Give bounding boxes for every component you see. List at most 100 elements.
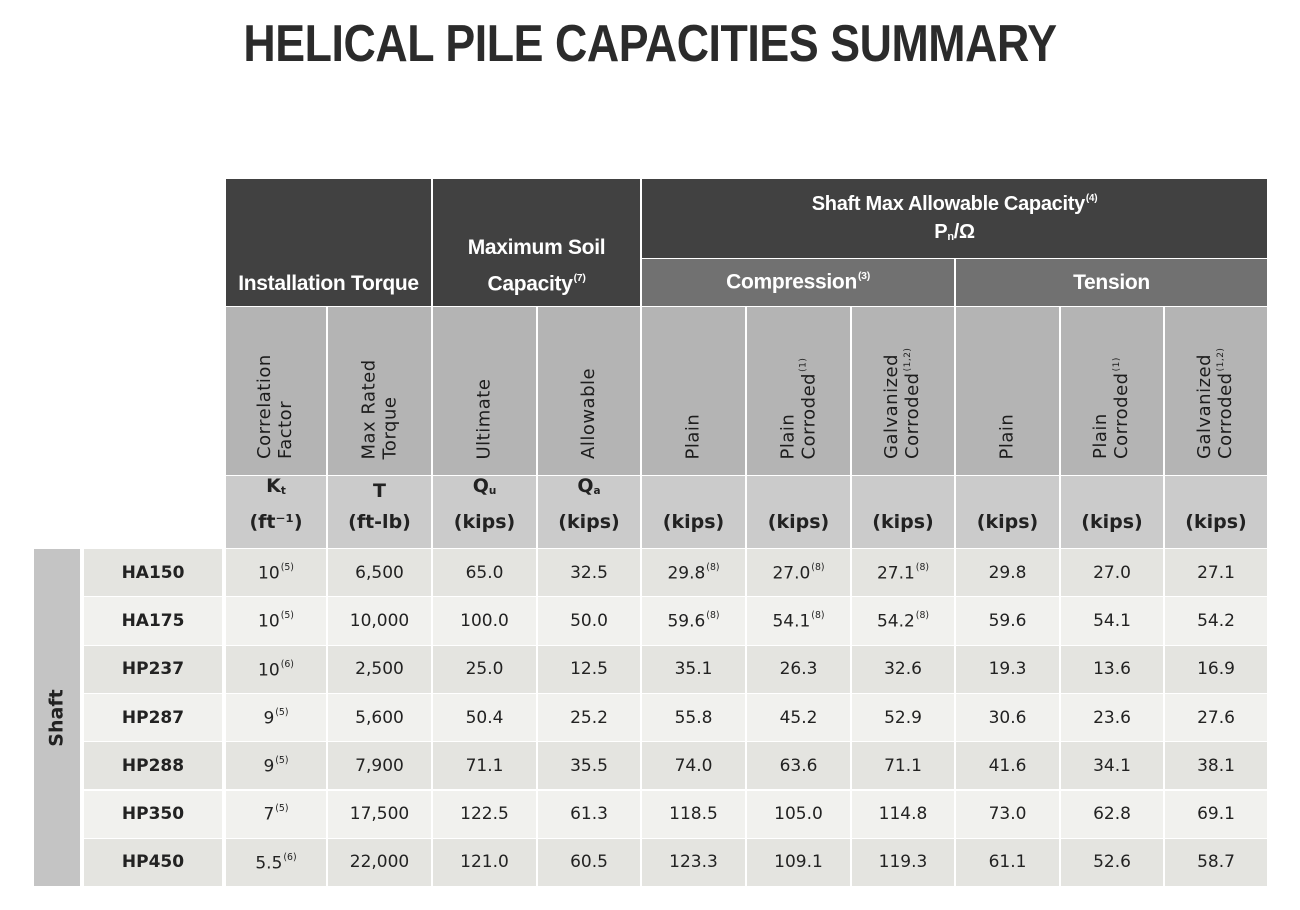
data-cell: 45.2 bbox=[747, 693, 850, 742]
column-symbol-sub: a bbox=[593, 485, 601, 497]
unit-cell: T (ft-lb) bbox=[328, 476, 431, 548]
cell-value-text: 27.0 bbox=[772, 563, 811, 584]
cell-value: 59.6 bbox=[988, 610, 1027, 631]
column-symbol-text: K bbox=[266, 474, 281, 497]
group-header-formula-rest: /Ω bbox=[953, 221, 975, 244]
data-cell: 50.4 bbox=[433, 693, 536, 742]
cell-value: 54.2(8) bbox=[877, 610, 929, 631]
column-header-text: Correlation bbox=[254, 354, 276, 459]
row-label: HP287 bbox=[121, 707, 185, 728]
data-cell: 25.2 bbox=[538, 693, 640, 742]
column-unit: (kips) bbox=[872, 511, 934, 533]
column-header-cell: Plain bbox=[956, 307, 1059, 475]
column-header-text-text: Corroded bbox=[1215, 372, 1237, 459]
column-header-text-sup: (1,2) bbox=[1215, 347, 1226, 372]
cell-value: 105.0 bbox=[774, 804, 823, 825]
column-header-text: Plain bbox=[996, 413, 1018, 459]
data-cell: 123.3 bbox=[642, 838, 745, 887]
data-cell: 61.3 bbox=[538, 790, 640, 838]
column-header: Galvanized Corroded(1,2) bbox=[1165, 307, 1267, 473]
data-cell: 27.0(8) bbox=[747, 549, 850, 597]
column-header-line: Galvanized bbox=[881, 353, 903, 459]
cell-value: 35.1 bbox=[674, 659, 713, 680]
column-header-line: Plain bbox=[996, 413, 1018, 459]
cell-value: 22,000 bbox=[349, 852, 410, 873]
cell-value: 35.5 bbox=[570, 755, 608, 776]
row-label-cell: HP288 bbox=[84, 742, 222, 790]
column-header-text: Plain bbox=[1090, 413, 1112, 459]
cell-value: 119.3 bbox=[878, 852, 928, 873]
cell-value: 62.8 bbox=[1093, 804, 1131, 825]
cell-value: 5,600 bbox=[355, 707, 404, 728]
cell-value: 29.8 bbox=[988, 562, 1027, 583]
header-cell: Installation Torque bbox=[226, 179, 431, 306]
column-header-text: Galvanized bbox=[881, 353, 903, 459]
data-cell: 10(5) bbox=[226, 549, 326, 597]
data-cell: 10(6) bbox=[226, 645, 326, 693]
cell-value: 30.6 bbox=[988, 707, 1027, 728]
cell-value-text: 29.8 bbox=[667, 563, 706, 584]
row-label: HP288 bbox=[121, 755, 185, 776]
column-header-text: Corroded(1,2) bbox=[902, 348, 923, 459]
cell-value-text: 54.1 bbox=[772, 611, 811, 632]
column-header-line: Correlation bbox=[254, 354, 276, 459]
column-unit: (kips) bbox=[1081, 511, 1143, 533]
row-group-cell: Shaft bbox=[34, 549, 80, 887]
cell-value: 5.5(6) bbox=[255, 852, 296, 873]
column-header-line: Galvanized bbox=[1194, 354, 1216, 459]
column-header: Plain Corroded(1) bbox=[1061, 307, 1163, 473]
cell-value: 29.8(8) bbox=[667, 562, 719, 583]
row-label-cell: HP450 bbox=[84, 838, 222, 887]
data-cell: 16.9 bbox=[1165, 645, 1267, 693]
data-cell: 27.1(8) bbox=[852, 549, 954, 597]
cell-value: 12.5 bbox=[570, 659, 608, 680]
column-header: Plain Corroded(1) bbox=[747, 307, 850, 473]
cell-value: 38.1 bbox=[1197, 755, 1235, 776]
column-symbol: Kt bbox=[266, 475, 286, 497]
cell-value-sup: (5) bbox=[275, 706, 289, 718]
cell-value: 7(5) bbox=[263, 803, 288, 824]
data-cell: 6,500 bbox=[328, 549, 431, 597]
cell-value: 71.1 bbox=[884, 755, 922, 776]
cell-value: 19.3 bbox=[988, 659, 1027, 680]
data-cell: 10(5) bbox=[226, 597, 326, 645]
column-header-text-sup: (1,2) bbox=[902, 347, 913, 372]
cell-value-text: 5.5 bbox=[255, 853, 283, 874]
data-cell: 60.5 bbox=[538, 838, 640, 887]
column-header-text: Factor bbox=[275, 400, 296, 459]
unit-line: (kips) bbox=[977, 507, 1038, 538]
group-header-text: Shaft Max Allowable Capacity bbox=[811, 193, 1085, 216]
column-header-cell: Ultimate bbox=[433, 307, 536, 475]
cell-value: 17,500 bbox=[349, 804, 410, 825]
column-symbol: Qu bbox=[473, 475, 497, 497]
column-header-text: Torque bbox=[378, 396, 400, 459]
cell-value: 26.3 bbox=[779, 659, 818, 680]
unit-line: (kips) bbox=[558, 507, 619, 538]
cell-value: 59.6(8) bbox=[667, 610, 719, 631]
column-header-line: Plain bbox=[1090, 413, 1112, 459]
header-cell: Maximum Soil Capacity(7) bbox=[433, 179, 640, 306]
group-header-formula: Pn/Ω bbox=[934, 218, 975, 251]
cell-value: 71.1 bbox=[465, 755, 504, 776]
unit-cell: (kips) bbox=[747, 476, 850, 548]
cell-value-sup: (5) bbox=[275, 755, 289, 767]
data-cell: 41.6 bbox=[956, 742, 1059, 790]
column-header-text: Plain bbox=[682, 413, 704, 459]
cell-value: 32.6 bbox=[884, 659, 922, 680]
data-cell: 35.5 bbox=[538, 742, 640, 790]
cell-value-text: 10 bbox=[258, 659, 280, 680]
data-cell: 7(5) bbox=[226, 790, 326, 838]
cell-value: 55.8 bbox=[674, 707, 713, 728]
data-cell: 52.9 bbox=[852, 693, 954, 742]
column-header-line: Plain bbox=[777, 413, 799, 459]
unit-line: (kips) bbox=[768, 507, 829, 538]
column-header: Allowable bbox=[538, 307, 640, 473]
cell-value: 52.9 bbox=[884, 707, 922, 728]
data-cell: 5.5(6) bbox=[226, 838, 326, 887]
column-symbol: Qa bbox=[577, 475, 600, 497]
column-header-text-sup: (1) bbox=[798, 357, 809, 372]
group-header-sup: (7) bbox=[573, 271, 586, 284]
group-header: Compression(3) bbox=[726, 270, 870, 294]
unit-line: (kips) bbox=[1081, 507, 1142, 538]
cell-value: 118.5 bbox=[669, 804, 718, 825]
